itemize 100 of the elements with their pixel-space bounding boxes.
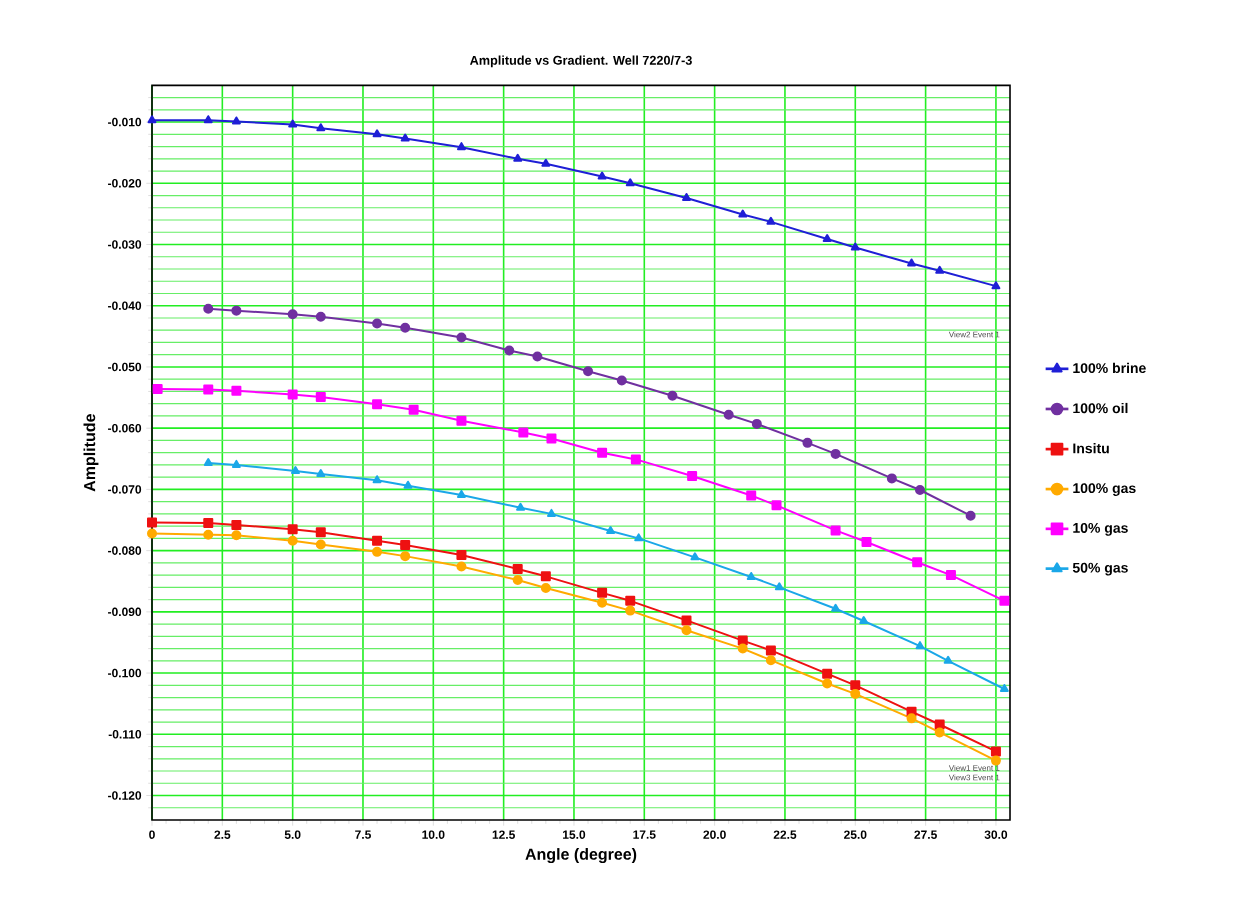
point: [990, 746, 1001, 757]
point: [540, 571, 551, 582]
y-tick-label: -0.110: [108, 730, 142, 739]
legend-label: 10% gas: [1073, 522, 1128, 536]
point: [723, 409, 734, 420]
point: [667, 390, 678, 401]
point: [999, 683, 1009, 692]
annotation: View3 Event 1: [948, 774, 1000, 781]
point: [907, 258, 917, 267]
point: [822, 668, 833, 679]
point: [606, 526, 616, 535]
legend-label: 100% brine: [1073, 362, 1146, 374]
point: [203, 518, 214, 529]
point: [943, 655, 953, 664]
point: [765, 655, 776, 666]
point: [147, 115, 157, 124]
point: [597, 171, 607, 180]
point: [456, 415, 467, 426]
y-tick-label: -0.080: [108, 546, 142, 555]
y-tick-label: -0.050: [108, 362, 142, 372]
point: [203, 529, 214, 540]
point: [147, 528, 157, 539]
point: [231, 385, 242, 396]
point: [597, 597, 608, 608]
point: [746, 490, 757, 501]
y-axis-title: Amplitude: [83, 414, 99, 492]
x-tick-label: 17.5: [633, 830, 656, 839]
point: [147, 517, 157, 528]
point: [400, 551, 411, 562]
x-tick-label: 7.5: [355, 830, 371, 839]
point: [934, 727, 945, 738]
annotation: View1 Event 1: [948, 764, 1000, 771]
y-tick-label: -0.020: [108, 179, 142, 188]
point: [765, 645, 776, 656]
point: [372, 535, 383, 546]
point: [906, 713, 917, 724]
point: [231, 305, 242, 316]
point: [687, 470, 698, 481]
x-tick-label: 15.0: [563, 830, 586, 839]
point: [999, 595, 1010, 606]
point: [400, 540, 411, 551]
point: [681, 615, 692, 626]
point: [583, 366, 594, 377]
point: [203, 115, 213, 124]
point: [597, 447, 608, 458]
y-tick-label: -0.070: [108, 485, 142, 494]
point: [372, 129, 382, 138]
point: [231, 530, 242, 541]
point: [152, 383, 163, 394]
point: [822, 234, 832, 242]
point: [203, 303, 214, 314]
point: [316, 469, 326, 478]
point: [372, 318, 383, 329]
point: [231, 116, 241, 125]
y-tick-label: -0.060: [108, 423, 142, 433]
x-tick-label: 10.0: [422, 830, 445, 839]
point: [965, 510, 976, 521]
point: [831, 603, 841, 612]
point: [372, 546, 383, 557]
point: [372, 475, 382, 484]
point: [945, 570, 956, 581]
legend-label: 100% gas: [1073, 483, 1136, 496]
point: [288, 119, 298, 128]
point: [850, 242, 860, 251]
point: [746, 571, 756, 580]
annotation: View2 Event 1: [948, 331, 1000, 338]
point: [231, 459, 241, 468]
point: [456, 549, 467, 560]
point: [541, 158, 551, 167]
x-tick-label: 25.0: [844, 830, 867, 839]
point: [456, 142, 466, 151]
point: [540, 582, 551, 593]
point: [766, 216, 776, 225]
x-tick-label: 0: [149, 830, 155, 839]
point: [771, 500, 782, 511]
point: [912, 557, 923, 568]
point: [400, 322, 411, 333]
point: [456, 561, 467, 572]
point: [291, 466, 300, 475]
point: [616, 375, 627, 386]
y-tick-label: -0.090: [108, 607, 142, 617]
point: [597, 587, 608, 598]
x-tick-label: 20.0: [703, 830, 726, 839]
point: [830, 448, 841, 459]
point: [315, 391, 326, 402]
point: [403, 480, 413, 489]
y-tick-label: -0.030: [108, 240, 142, 249]
x-tick-label: 5.0: [284, 830, 301, 839]
point: [400, 133, 410, 142]
point: [315, 539, 326, 550]
point: [625, 605, 636, 616]
point: [513, 153, 523, 162]
legend-label: 50% gas: [1072, 562, 1128, 576]
point: [737, 643, 748, 654]
point: [504, 345, 515, 356]
point: [886, 473, 897, 484]
point: [690, 552, 700, 561]
point: [990, 755, 1001, 766]
x-tick-label: 22.5: [773, 830, 797, 839]
point: [822, 678, 833, 689]
